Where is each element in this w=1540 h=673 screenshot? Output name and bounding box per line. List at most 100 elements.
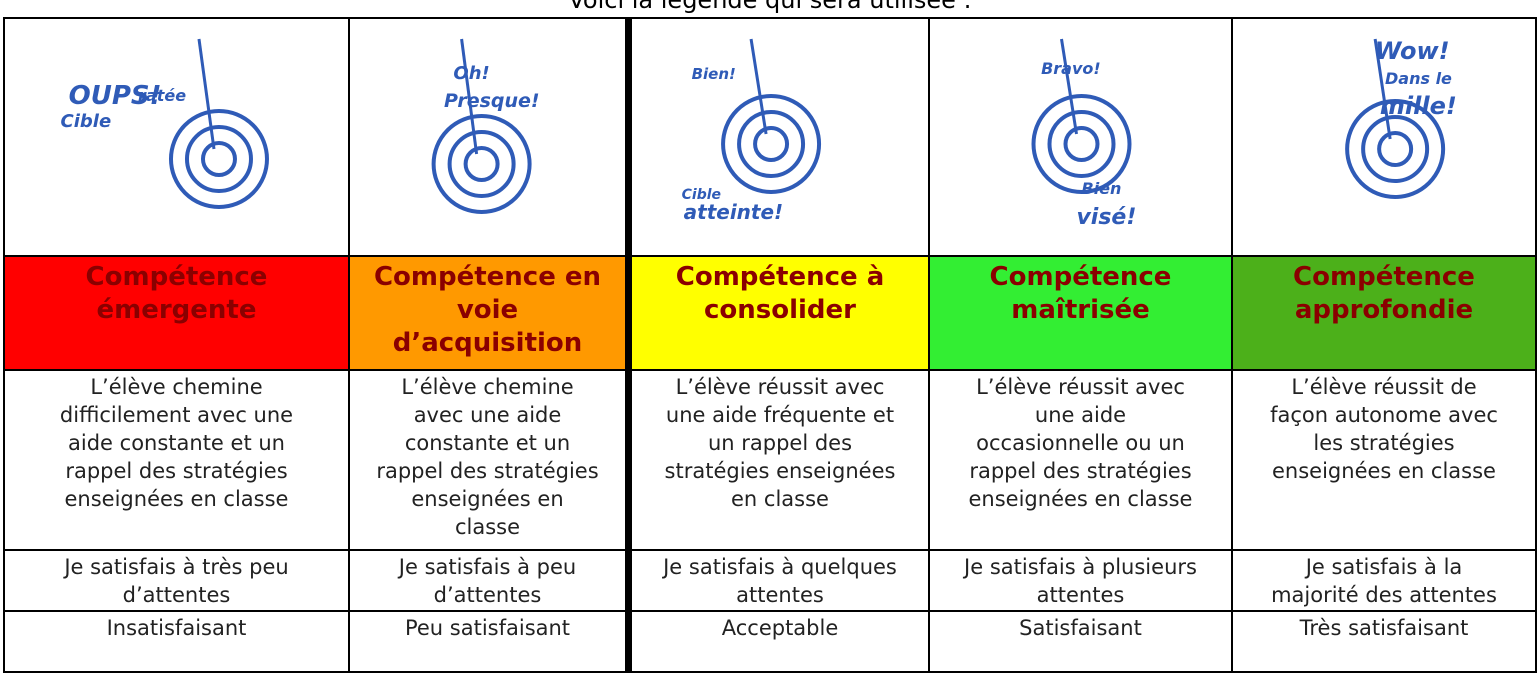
icon-text: Presque! [444, 90, 540, 112]
text-line: Compétence en [373, 262, 602, 292]
icon: Bravo! Bien visé! [1031, 38, 1136, 230]
text-line: occasionnelle ou un [976, 431, 1185, 455]
rating-cell: Insatisfaisant [3, 612, 350, 673]
icon-text: Bravo! [1041, 59, 1101, 78]
icon-text: Dans le [1385, 69, 1452, 88]
target-ring [1345, 99, 1446, 199]
text-line: Très satisfaisant [1299, 616, 1469, 640]
heading-cell: Compétence à consolider [632, 257, 930, 371]
text-line: les stratégies [1313, 431, 1455, 455]
text-line: rappel des stratégies [376, 459, 599, 483]
attentes-cell: Je satisfais à la majorité des attentes [1233, 551, 1537, 612]
icon-text: Wow! [1375, 37, 1450, 65]
description-cell: L’élève chemine avec une aide constante et… [350, 371, 632, 551]
icon-text: Bien! [692, 65, 736, 83]
target-ring [200, 141, 237, 177]
text-line: émergente [96, 295, 257, 325]
description-cell: L’élève réussit avec une aide fréquente e… [632, 371, 930, 551]
attentes-cell: Je satisfais à quelques attentes [632, 551, 930, 612]
text-line: d’attentes [433, 583, 542, 607]
icon-text: atteinte! [684, 200, 784, 224]
text-line: Compétence [1293, 262, 1475, 292]
target-ring [737, 110, 806, 178]
text-line: façon autonome avec [1270, 403, 1498, 427]
rating-cell: Très satisfaisant [1233, 612, 1537, 673]
text-line: enseignées en classe [968, 487, 1193, 511]
icon-cell: Wow! Dans le mille! [1233, 17, 1537, 257]
attentes-cell: Je satisfais à plusieurs attentes [930, 551, 1233, 612]
text-line: L’élève chemine [401, 375, 574, 399]
description-cell: L’élève réussit avec une aide occasionnell… [930, 371, 1233, 551]
text-line: avec une aide [413, 403, 562, 427]
text-line: d’attentes [122, 583, 231, 607]
icon-cell: Oh! Presque! [350, 17, 632, 257]
description-cell: L’élève réussit de façon autonome avec les… [1233, 371, 1537, 551]
text-line: L’élève chemine [90, 375, 263, 399]
text-line: Je satisfais à peu [398, 555, 577, 579]
target-ring [184, 125, 253, 193]
arrow [1060, 38, 1078, 135]
text-line: Insatisfaisant [106, 616, 247, 640]
arrow [197, 38, 216, 150]
text-line: Je satisfais à plusieurs [964, 555, 1197, 579]
text-line: attentes [1036, 583, 1125, 607]
heading-cell: Compétence en voie d’acquisition [350, 257, 632, 371]
text-line: une aide [1034, 403, 1127, 427]
target-ring [447, 130, 516, 198]
text-line: constante et un [404, 431, 571, 455]
text-line: une aide fréquente et [665, 403, 895, 427]
text-line: d’acquisition [392, 328, 583, 358]
icon: Wow! Dans le mille! [1345, 37, 1457, 199]
text-line: consolider [703, 295, 856, 325]
icon-text: Cible [61, 111, 112, 132]
target-ring [721, 94, 822, 194]
arrow [1373, 38, 1392, 140]
text-line: enseignées en classe [1272, 459, 1496, 483]
text-line: stratégies enseignées [664, 459, 896, 483]
text-line: Compétence [85, 262, 268, 292]
text-line: Satisfaisant [1019, 616, 1142, 640]
text-line: aide constante et un [68, 431, 285, 455]
text-line: difficilement avec une [59, 403, 294, 427]
icon-cell: Bravo! Bien visé! [930, 17, 1233, 257]
text-line: L’élève réussit avec [976, 375, 1185, 399]
text-line: enseignées en classe [64, 487, 289, 511]
rating-cell: Peu satisfaisant [350, 612, 632, 673]
target-ring [1063, 126, 1100, 162]
icon-text: visé! [1076, 205, 1136, 230]
heading-cell: Compétence émergente [3, 257, 350, 371]
attentes-cell: Je satisfais à très peu d’attentes [3, 551, 350, 612]
icon-text: mille! [1380, 92, 1457, 120]
text-line: rappel des stratégies [65, 459, 288, 483]
icon: OUPS!Cible ratée [61, 38, 269, 209]
icon-text: ratée [138, 86, 186, 105]
attentes-cell: Je satisfais à peu d’attentes [350, 551, 632, 612]
text-line: Compétence à [675, 262, 885, 292]
target-ring [753, 126, 790, 162]
rating-cell: Satisfaisant [930, 612, 1233, 673]
icon-cell: OUPS! Cible ratée [3, 17, 350, 257]
text-line: Je satisfais à très peu [64, 555, 289, 579]
target-ring [1031, 94, 1132, 194]
text-line: L’élève réussit avec [675, 375, 885, 399]
heading-cell: Compétence approfondie [1233, 257, 1537, 371]
target-ring [1047, 110, 1116, 178]
icon-text: OUPS! [69, 81, 162, 111]
icon-text: Cible [682, 187, 721, 203]
icon-cell: Bien! Cible atteinte! [632, 17, 930, 257]
target-ring [1361, 115, 1430, 183]
text-line: Peu satisfaisant [404, 616, 571, 640]
text-line: Compétence [989, 262, 1172, 292]
text-line: Je satisfais à quelques [663, 555, 897, 579]
target-ring [431, 114, 532, 214]
target-ring [1377, 131, 1414, 167]
text-line: L’élève réussit de [1291, 375, 1477, 399]
text-line: approfondie [1294, 295, 1474, 325]
target-ring [168, 109, 269, 209]
text-line: en classe [731, 487, 829, 511]
icon: Oh! Presque! [431, 38, 540, 214]
text-line: majorité des attentes [1271, 583, 1497, 607]
arrow [749, 38, 768, 135]
